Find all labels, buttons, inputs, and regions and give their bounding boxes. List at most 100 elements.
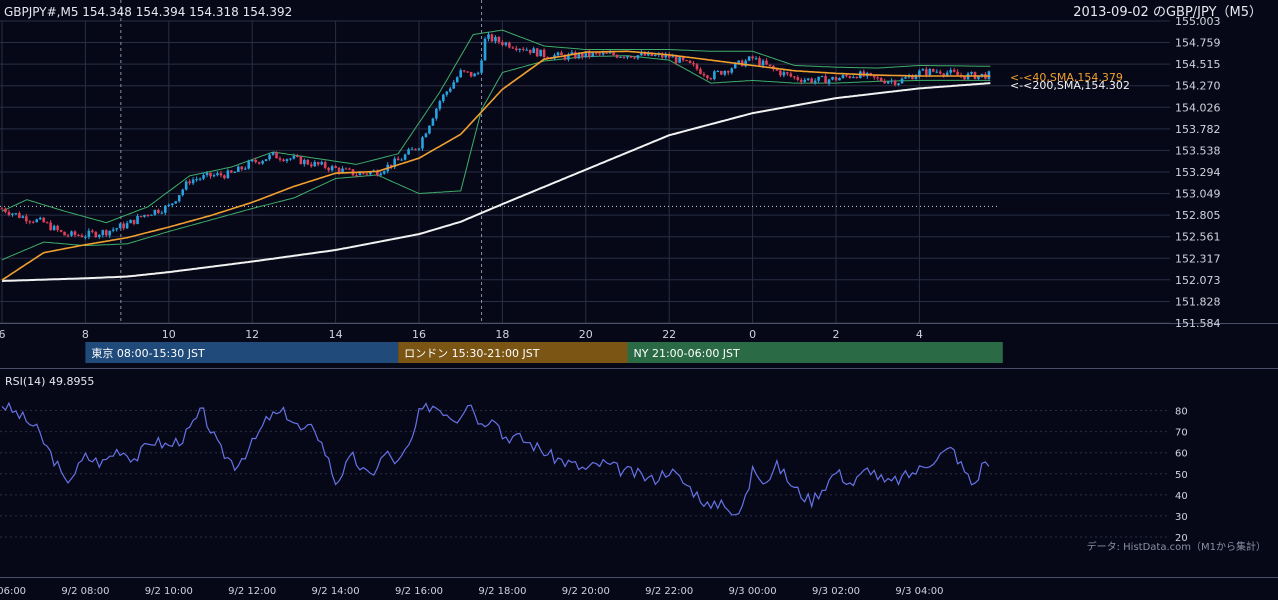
- candle-body: [779, 70, 782, 76]
- time-tick-label: 9/3 04:00: [895, 586, 943, 597]
- candle-body: [761, 60, 765, 66]
- candle-body: [66, 235, 70, 237]
- candle-body: [793, 76, 796, 78]
- candle-body: [810, 78, 813, 83]
- candle-body: [261, 161, 264, 164]
- time-tick-label: 9/2 06:00: [0, 586, 26, 597]
- candle-body: [369, 171, 372, 175]
- candle-body: [532, 48, 535, 54]
- candle-body: [598, 53, 601, 55]
- candle-body: [473, 73, 476, 77]
- candle-body: [223, 175, 226, 179]
- candle-body: [932, 69, 935, 72]
- candle-body: [504, 42, 508, 46]
- candle-body: [38, 217, 42, 220]
- bollinger-lower: [1, 55, 991, 261]
- candle-body: [462, 70, 466, 72]
- candle-body: [264, 159, 268, 162]
- candle-body: [806, 78, 810, 80]
- candle-body: [296, 155, 299, 157]
- candle-body: [257, 162, 261, 164]
- candle-body: [713, 71, 716, 80]
- candle-body: [348, 168, 351, 170]
- bollinger-upper: [1, 29, 991, 224]
- candle-body: [786, 72, 789, 74]
- candle-body: [11, 213, 14, 215]
- candle-body: [508, 42, 511, 48]
- rsi-title: RSI(14) 49.8955: [5, 375, 94, 388]
- candle-body: [174, 201, 178, 204]
- candle-body: [341, 168, 344, 173]
- hour-tick-label: 2: [833, 328, 840, 341]
- candle-body: [556, 52, 560, 56]
- candle-body: [70, 231, 73, 236]
- candle-body: [511, 47, 515, 49]
- candle-body: [226, 170, 230, 179]
- candle-body: [629, 56, 633, 58]
- hour-tick-label: 16: [412, 328, 426, 341]
- candle-body: [0, 208, 4, 210]
- candle-body: [136, 216, 139, 224]
- candle-body: [539, 49, 542, 57]
- candle-body: [268, 154, 271, 160]
- candle-body: [87, 230, 91, 237]
- candle-body: [945, 72, 949, 76]
- candle-body: [688, 60, 692, 64]
- candle-body: [970, 72, 973, 74]
- candle-body: [574, 52, 577, 59]
- candle-body: [181, 189, 184, 196]
- candle-body: [803, 79, 807, 82]
- candle-body: [751, 56, 754, 59]
- candle-body: [289, 158, 292, 160]
- candle-body: [469, 71, 473, 77]
- candle-body: [400, 159, 403, 161]
- candle-body: [442, 94, 445, 102]
- candle-body: [956, 71, 959, 76]
- candle-body: [483, 38, 487, 61]
- candle-body: [775, 69, 779, 71]
- candle-body: [177, 195, 181, 202]
- price-tick-label: 155.003: [1175, 15, 1221, 28]
- session-label: 東京 08:00-15:30 JST: [91, 346, 205, 360]
- rsi-tick-label: 50: [1175, 470, 1188, 481]
- candle-body: [626, 56, 629, 58]
- candle-body: [928, 69, 932, 76]
- candle-body: [84, 236, 87, 238]
- candle-body: [309, 164, 313, 167]
- candle-body: [560, 52, 563, 55]
- candle-body: [77, 235, 80, 237]
- rsi-panel: [1, 401, 990, 516]
- candle-body: [160, 212, 164, 214]
- time-tick-label: 9/3 00:00: [729, 586, 777, 597]
- hour-tick-label: 4: [916, 328, 923, 341]
- candle-body: [831, 76, 834, 80]
- candle-body: [35, 219, 39, 223]
- price-tick-label: 154.759: [1175, 37, 1221, 50]
- candle-body: [282, 159, 285, 162]
- hour-tick-label: 22: [662, 328, 676, 341]
- candle-body: [706, 75, 709, 79]
- candle-body: [709, 78, 713, 80]
- price-tick-label: 154.515: [1175, 58, 1221, 71]
- candle-body: [42, 217, 45, 223]
- price-tick-label: 152.805: [1175, 209, 1221, 222]
- candle-body: [671, 56, 674, 58]
- candle-body: [170, 203, 174, 206]
- candle-body: [98, 234, 101, 238]
- candle-body: [980, 73, 984, 76]
- candle-body: [379, 173, 383, 176]
- candle-body: [685, 60, 688, 62]
- candle-body: [650, 52, 654, 56]
- time-axis-labels: 9/2 06:00 9/2 08:00 9/2 10:00 9/2 12:00 9/2 …: [0, 586, 943, 597]
- candle-body: [393, 158, 396, 168]
- hour-axis-labels: 6 8 10 12 14 16 18 20 22 0 2 4: [0, 328, 923, 341]
- candle-body: [330, 166, 334, 171]
- candle-body: [817, 76, 820, 81]
- candle-body: [841, 75, 845, 79]
- candle-body: [7, 212, 11, 215]
- candle-body: [938, 71, 942, 74]
- candle-body: [730, 68, 734, 73]
- price-tick-label: 153.294: [1175, 166, 1221, 179]
- candle-body: [337, 167, 341, 173]
- data-credit: データ: HistData.com（M1から集計）: [1087, 540, 1266, 553]
